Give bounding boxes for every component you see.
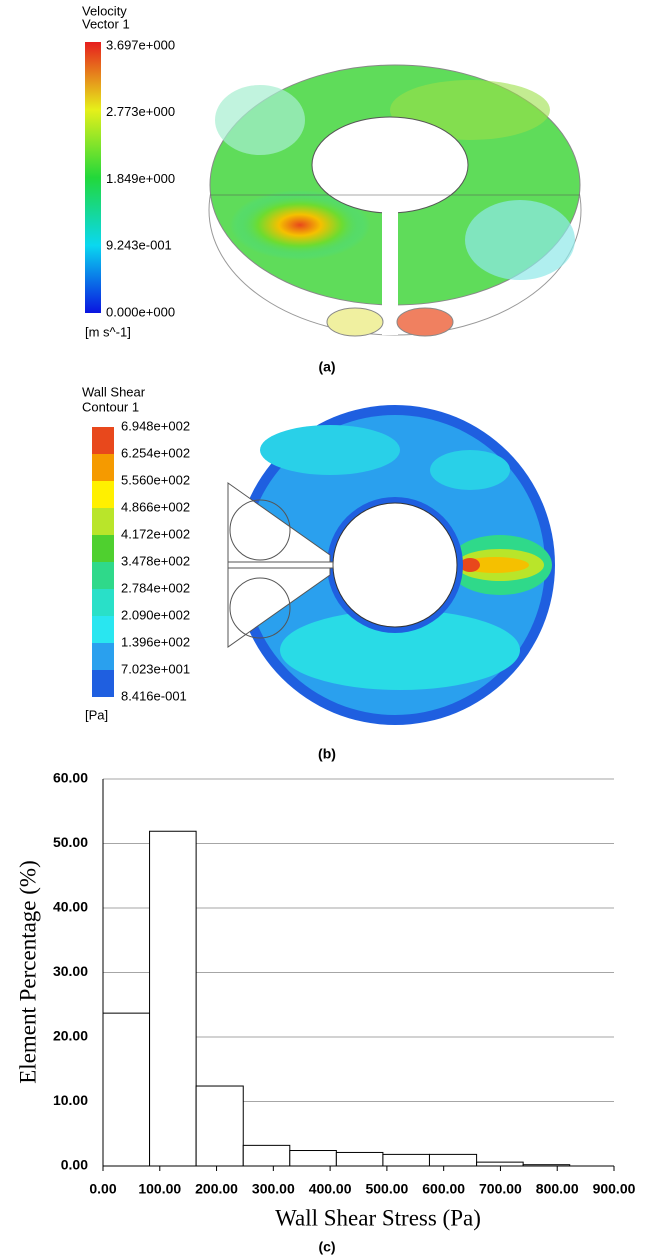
bar — [195, 1085, 244, 1167]
colorbar-label: 0.000e+000 — [106, 304, 175, 319]
caption: (b) — [318, 746, 336, 762]
caption: (c) — [318, 1239, 335, 1255]
legend-unit: [m s^-1] — [85, 324, 131, 339]
colorbar-band — [92, 454, 114, 481]
y-tick-label: 30.00 — [53, 963, 88, 979]
x-tick-label: 500.00 — [365, 1181, 408, 1197]
legend-title: Velocity — [82, 3, 127, 18]
colorbar-label: 3.478e+002 — [121, 553, 190, 568]
legend-subtitle: Contour 1 — [82, 399, 139, 414]
colorbar-label: 2.784e+002 — [121, 580, 190, 595]
colorbar — [85, 42, 101, 313]
bar — [289, 1150, 337, 1167]
colorbar-band — [92, 616, 114, 643]
colorbar-label: 4.866e+002 — [121, 499, 190, 514]
y-tick-label: 10.00 — [53, 1092, 88, 1108]
x-tick-label: 400.00 — [309, 1181, 352, 1197]
colorbar-label: 2.090e+002 — [121, 607, 190, 622]
x-tick-label: 200.00 — [195, 1181, 238, 1197]
bar — [102, 1012, 151, 1167]
bar — [335, 1151, 384, 1167]
colorbar-label: 1.849e+000 — [106, 171, 175, 186]
y-tick-label: 60.00 — [53, 770, 88, 786]
x-tick-label: 900.00 — [593, 1181, 636, 1197]
legend-subtitle: Vector 1 — [82, 16, 130, 31]
legend-title: Wall Shear — [82, 384, 146, 399]
colorbar-band — [92, 535, 114, 562]
y-tick-label: 20.00 — [53, 1028, 88, 1044]
wall-shear-contour — [227, 405, 555, 725]
y-tick-label: 0.00 — [61, 1157, 88, 1173]
bar — [476, 1161, 524, 1167]
y-tick-label: 40.00 — [53, 899, 88, 915]
colorbar-band — [92, 643, 114, 670]
colorbar-label: 3.697e+000 — [106, 37, 175, 52]
y-axis-label: Element Percentage (%) — [15, 860, 40, 1084]
colorbar-band — [92, 508, 114, 535]
caption: (a) — [318, 359, 335, 375]
colorbar-label: 7.023e+001 — [121, 661, 190, 676]
x-tick-label: 0.00 — [89, 1181, 116, 1197]
bar — [382, 1153, 430, 1167]
colorbar-label: 9.243e-001 — [106, 238, 172, 253]
bar — [242, 1144, 291, 1167]
x-tick-label: 800.00 — [536, 1181, 579, 1197]
colorbar-label: 6.948e+002 — [121, 418, 190, 433]
colorbar-label: 1.396e+002 — [121, 634, 190, 649]
colorbar-label: 5.560e+002 — [121, 472, 190, 487]
colorbar-band — [92, 562, 114, 589]
colorbar-band — [92, 589, 114, 616]
colorbar-band — [92, 427, 114, 454]
velocity-vector-plot — [208, 64, 582, 337]
y-tick-label: 50.00 — [53, 834, 88, 850]
bar — [149, 830, 197, 1167]
colorbar-label: 8.416e-001 — [121, 688, 187, 703]
x-tick-label: 700.00 — [479, 1181, 522, 1197]
x-tick-label: 300.00 — [252, 1181, 295, 1197]
colorbar-label: 6.254e+002 — [121, 445, 190, 460]
colorbar-band — [92, 481, 114, 508]
colorbar-band — [92, 670, 114, 697]
x-tick-label: 100.00 — [138, 1181, 181, 1197]
legend-unit: [Pa] — [85, 707, 108, 722]
colorbar-label: 4.172e+002 — [121, 526, 190, 541]
x-axis-label: Wall Shear Stress (Pa) — [275, 1205, 481, 1230]
x-tick-label: 600.00 — [422, 1181, 465, 1197]
bar — [428, 1153, 478, 1167]
colorbar-label: 2.773e+000 — [106, 104, 175, 119]
